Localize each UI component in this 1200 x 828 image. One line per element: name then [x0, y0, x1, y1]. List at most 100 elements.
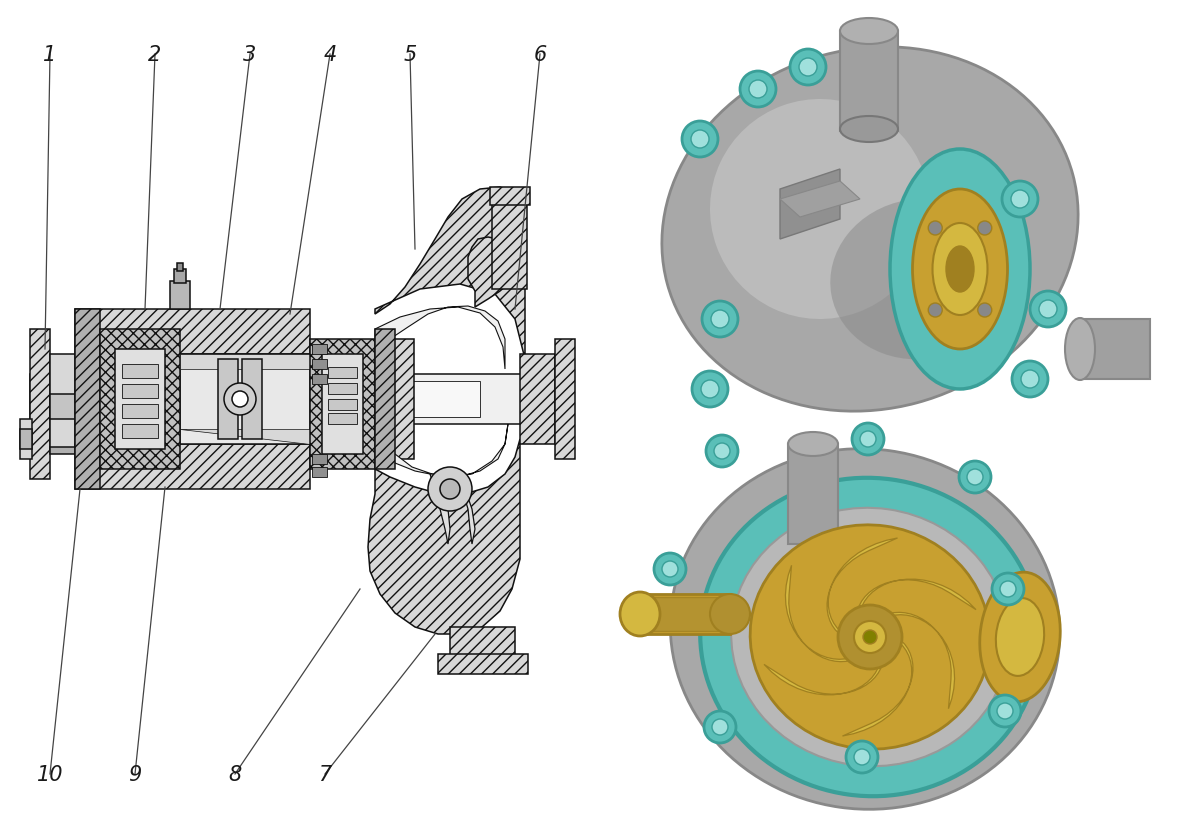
Ellipse shape	[620, 592, 660, 636]
Circle shape	[704, 711, 736, 743]
Bar	[174, 270, 186, 284]
Circle shape	[790, 50, 826, 86]
Circle shape	[232, 392, 248, 407]
Circle shape	[846, 741, 878, 773]
Circle shape	[1021, 371, 1039, 388]
Bar	[218, 359, 238, 440]
Circle shape	[440, 479, 460, 499]
Bar	[170, 282, 190, 310]
Circle shape	[1039, 301, 1057, 319]
Ellipse shape	[662, 48, 1078, 412]
Circle shape	[799, 59, 817, 77]
Polygon shape	[455, 474, 475, 544]
Bar	[554, 339, 575, 460]
Bar	[328, 368, 358, 378]
Circle shape	[1000, 581, 1016, 597]
Circle shape	[692, 372, 728, 407]
Circle shape	[992, 573, 1024, 605]
Ellipse shape	[932, 224, 988, 315]
Polygon shape	[764, 647, 883, 695]
Polygon shape	[180, 354, 310, 445]
Circle shape	[863, 630, 877, 644]
Bar	[328, 400, 358, 411]
Text: 8: 8	[228, 764, 241, 784]
Circle shape	[233, 392, 247, 407]
Polygon shape	[180, 430, 310, 445]
Polygon shape	[374, 188, 526, 359]
Polygon shape	[857, 580, 976, 628]
Circle shape	[978, 222, 991, 236]
Circle shape	[1002, 182, 1038, 218]
Bar	[840, 32, 898, 132]
Bar	[312, 374, 326, 384]
Circle shape	[1012, 362, 1048, 397]
Bar	[312, 344, 326, 354]
Circle shape	[978, 304, 991, 318]
Bar	[394, 339, 414, 460]
Polygon shape	[322, 354, 364, 455]
Polygon shape	[780, 170, 840, 240]
Ellipse shape	[701, 479, 1039, 797]
Polygon shape	[50, 447, 74, 455]
Ellipse shape	[788, 432, 838, 456]
Circle shape	[967, 469, 983, 485]
Text: 2: 2	[149, 45, 162, 65]
Circle shape	[852, 423, 884, 455]
Polygon shape	[20, 430, 32, 450]
Ellipse shape	[830, 200, 1009, 360]
Circle shape	[740, 72, 776, 108]
Polygon shape	[50, 354, 74, 450]
Bar	[122, 405, 158, 418]
Circle shape	[710, 310, 730, 329]
Polygon shape	[874, 613, 954, 709]
Bar	[788, 445, 838, 544]
Polygon shape	[430, 474, 450, 544]
Bar	[1080, 320, 1150, 379]
Text: 4: 4	[323, 45, 337, 65]
Circle shape	[749, 81, 767, 99]
Bar	[490, 188, 530, 205]
Text: 1: 1	[43, 45, 56, 65]
Bar	[328, 383, 358, 394]
Bar	[312, 468, 326, 478]
Ellipse shape	[730, 499, 930, 699]
Circle shape	[854, 621, 886, 653]
Circle shape	[838, 605, 902, 669]
Bar	[438, 654, 528, 674]
Circle shape	[224, 383, 256, 416]
Text: 7: 7	[318, 764, 331, 784]
Bar	[122, 364, 158, 378]
Ellipse shape	[912, 190, 1008, 349]
Circle shape	[1010, 190, 1030, 209]
Bar	[450, 628, 515, 657]
Bar	[122, 384, 158, 398]
Ellipse shape	[840, 19, 898, 45]
Circle shape	[691, 131, 709, 149]
Ellipse shape	[1066, 319, 1096, 381]
Ellipse shape	[996, 599, 1044, 676]
Circle shape	[997, 703, 1013, 720]
Polygon shape	[74, 382, 480, 417]
Polygon shape	[50, 394, 74, 420]
Polygon shape	[100, 330, 180, 469]
Circle shape	[654, 553, 686, 585]
Bar	[312, 359, 326, 369]
Circle shape	[682, 122, 718, 158]
Bar	[242, 359, 262, 440]
Bar	[520, 354, 554, 445]
Circle shape	[929, 304, 942, 318]
Polygon shape	[74, 445, 310, 489]
Polygon shape	[780, 182, 860, 218]
Circle shape	[712, 720, 728, 735]
Circle shape	[959, 461, 991, 493]
Circle shape	[662, 561, 678, 577]
Text: 9: 9	[128, 764, 142, 784]
Polygon shape	[74, 310, 310, 354]
Polygon shape	[368, 440, 520, 634]
Polygon shape	[20, 420, 32, 460]
Text: 10: 10	[37, 764, 64, 784]
Ellipse shape	[840, 117, 898, 142]
Polygon shape	[374, 330, 395, 469]
Ellipse shape	[710, 595, 750, 634]
Polygon shape	[115, 349, 166, 450]
